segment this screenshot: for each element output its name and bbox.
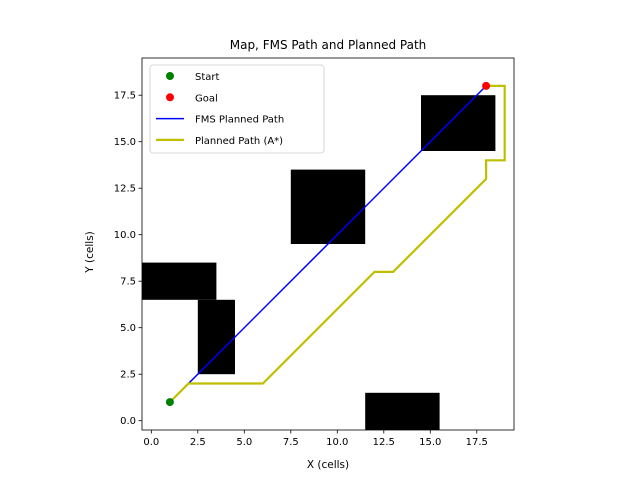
x-tick-label: 15.0 [419, 437, 441, 448]
x-tick-label: 10.0 [326, 437, 348, 448]
y-tick-label: 2.5 [120, 370, 136, 381]
legend-label: FMS Planned Path [195, 115, 284, 126]
plot-frame [141, 57, 515, 431]
obstacle-4 [365, 392, 440, 430]
y-tick-label: 10.0 [114, 230, 136, 241]
astar-path-line [169, 84, 506, 403]
y-tick-label: 17.5 [114, 91, 136, 102]
y-tick-label: 0.0 [120, 416, 136, 427]
goal-point [482, 81, 491, 90]
x-tick-label: 7.5 [283, 437, 299, 448]
x-axis-label: X (cells) [307, 459, 349, 471]
legend-marker [166, 72, 174, 80]
x-tick-label: 2.5 [190, 437, 206, 448]
obstacle-3 [421, 95, 496, 151]
legend-label: Planned Path (A*) [195, 136, 283, 147]
y-tick-label: 5.0 [120, 323, 136, 334]
legend-entry: Goal [166, 93, 218, 104]
x-tick-label: 12.5 [373, 437, 395, 448]
legend-label: Start [195, 72, 220, 83]
obstacle-1 [197, 299, 235, 375]
legend-box [149, 64, 325, 154]
legend-entry: FMS Planned Path [156, 115, 284, 126]
y-tick-label: 12.5 [114, 184, 136, 195]
start-point [165, 398, 174, 407]
obstacle-2 [290, 169, 366, 244]
legend-entry: Planned Path (A*) [156, 136, 283, 147]
legend-entry: Start [166, 72, 220, 83]
y-tick-label: 15.0 [114, 137, 136, 148]
chart-title: Map, FMS Path and Planned Path [230, 38, 427, 52]
legend-label: Goal [195, 93, 218, 104]
legend: Start Goal FMS Planned Path Planned Path (A… [149, 64, 325, 154]
x-tick-label: 17.5 [466, 437, 488, 448]
y-tick-label: 7.5 [120, 277, 136, 288]
legend-marker [166, 93, 174, 102]
y-axis-label: Y (cells) [84, 231, 96, 273]
x-tick-label: 5.0 [236, 437, 252, 448]
obstacle-0 [142, 262, 217, 300]
fms-path-line [169, 85, 487, 403]
x-tick-label: 0.0 [143, 437, 159, 448]
